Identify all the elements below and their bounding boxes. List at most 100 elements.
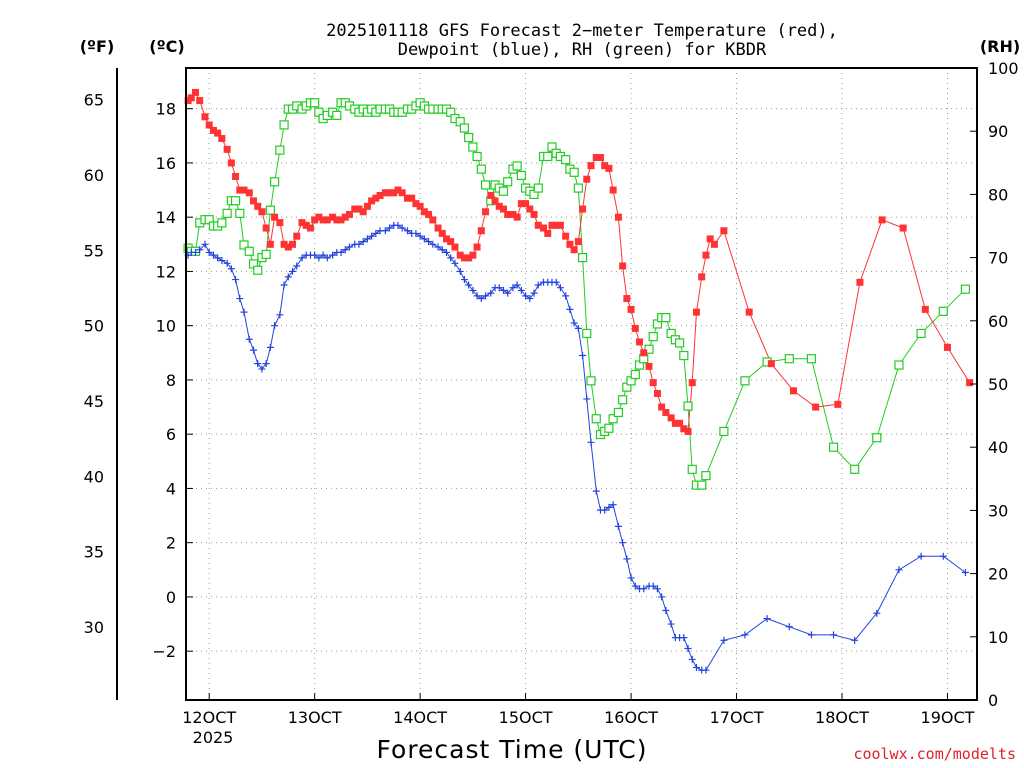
rh-point (235, 208, 245, 218)
dewpoint-point (429, 240, 437, 248)
dewpoint-point (438, 246, 446, 254)
dewpoint-point (293, 262, 301, 270)
dewpoint-point (522, 292, 530, 300)
rh-point (275, 145, 285, 155)
dewpoint-point (530, 289, 538, 297)
dewpoint-line (187, 224, 966, 671)
dewpoint-point (504, 289, 512, 297)
temperature-point (706, 235, 714, 243)
temperature-point (640, 349, 648, 357)
dewpoint-point (258, 365, 266, 373)
dewpoint-point (236, 295, 244, 303)
rh-point (648, 332, 658, 342)
temperature-point (698, 273, 706, 281)
temperature-point (789, 387, 797, 395)
rh-point (265, 205, 275, 215)
rh-markers (183, 98, 970, 490)
temperature-point (311, 216, 319, 224)
rh-point (569, 167, 579, 177)
rh-point (310, 98, 320, 108)
dewpoint-point (465, 281, 473, 289)
x-year-label: 2025 (193, 728, 234, 747)
dewpoint-point (741, 631, 749, 639)
rh-tick-label: 10 (988, 628, 1008, 647)
temperature-point (412, 200, 420, 208)
temperature-point (574, 238, 582, 246)
temperature-point (262, 224, 270, 232)
temperature-point (240, 186, 248, 194)
rh-unit-label: (RH) (980, 37, 1020, 56)
rh-point (279, 120, 289, 130)
temperature-point (398, 189, 406, 197)
temperature-point (355, 205, 363, 213)
temperature-markers (184, 88, 974, 435)
temperature-point (631, 324, 639, 332)
dewpoint-point (214, 254, 222, 262)
rh-point (222, 208, 232, 218)
dewpoint-point (614, 522, 622, 530)
temperature-point (372, 194, 380, 202)
dewpoint-point (499, 286, 507, 294)
rh-point (332, 110, 342, 121)
rh-point (582, 328, 592, 339)
dewpoint-point (451, 259, 459, 267)
temperature-point (196, 97, 204, 105)
temperature-point (499, 205, 507, 213)
rh-point (683, 401, 693, 411)
rh-point (480, 180, 491, 190)
fahrenheit-tick-label: 40 (84, 467, 104, 486)
temperature-point (544, 229, 552, 237)
dewpoint-point (341, 246, 349, 254)
temperature-point (745, 308, 753, 316)
temperature-point (636, 338, 644, 346)
dewpoint-point (587, 438, 595, 446)
x-tick-label: 12OCT (182, 708, 236, 727)
temperature-point (491, 197, 499, 205)
rh-point (828, 442, 839, 452)
temperature-point (408, 194, 416, 202)
temperature-point (834, 400, 842, 408)
dewpoint-point (619, 539, 627, 547)
temperature-point (469, 251, 477, 259)
dewpoint-point (605, 503, 613, 511)
temperature-point (306, 224, 314, 232)
rh-point (630, 369, 640, 380)
rh-tick-label: 40 (988, 438, 1008, 457)
temperature-point (688, 379, 696, 387)
rh-point (719, 426, 729, 436)
rh-tick-label: 30 (988, 501, 1008, 520)
temperature-point (623, 295, 631, 303)
temperature-point (465, 254, 473, 262)
rh-point (661, 313, 671, 323)
dewpoint-point (873, 609, 881, 617)
rh-point (608, 414, 618, 424)
temperature-point (504, 210, 512, 218)
temperature-point (218, 135, 226, 143)
temperature-point (341, 213, 349, 221)
temperature-point (323, 216, 331, 224)
temperature-point (245, 189, 253, 197)
temperature-point (966, 379, 974, 387)
temperature-point (319, 216, 327, 224)
dewpoint-point (249, 346, 257, 354)
temperature-point (232, 172, 240, 180)
temperature-point (562, 232, 570, 240)
rh-tick-label: 80 (988, 185, 1008, 204)
temperature-point (614, 213, 622, 221)
celsius-tick-label: 18 (156, 100, 176, 119)
temperature-point (438, 229, 446, 237)
dewpoint-point (592, 487, 600, 495)
dewpoint-point (851, 636, 859, 644)
rh-point (701, 471, 711, 481)
dewpoint-point (315, 254, 323, 262)
rh-point (618, 395, 628, 405)
dewpoint-point (284, 273, 292, 281)
celsius-tick-label: 8 (166, 371, 176, 390)
temperature-point (201, 113, 209, 121)
temperature-point (359, 208, 367, 216)
temperature-point (534, 221, 542, 229)
temperature-point (351, 205, 359, 213)
x-tick-label: 15OCT (499, 708, 553, 727)
dewpoint-point (447, 254, 455, 262)
